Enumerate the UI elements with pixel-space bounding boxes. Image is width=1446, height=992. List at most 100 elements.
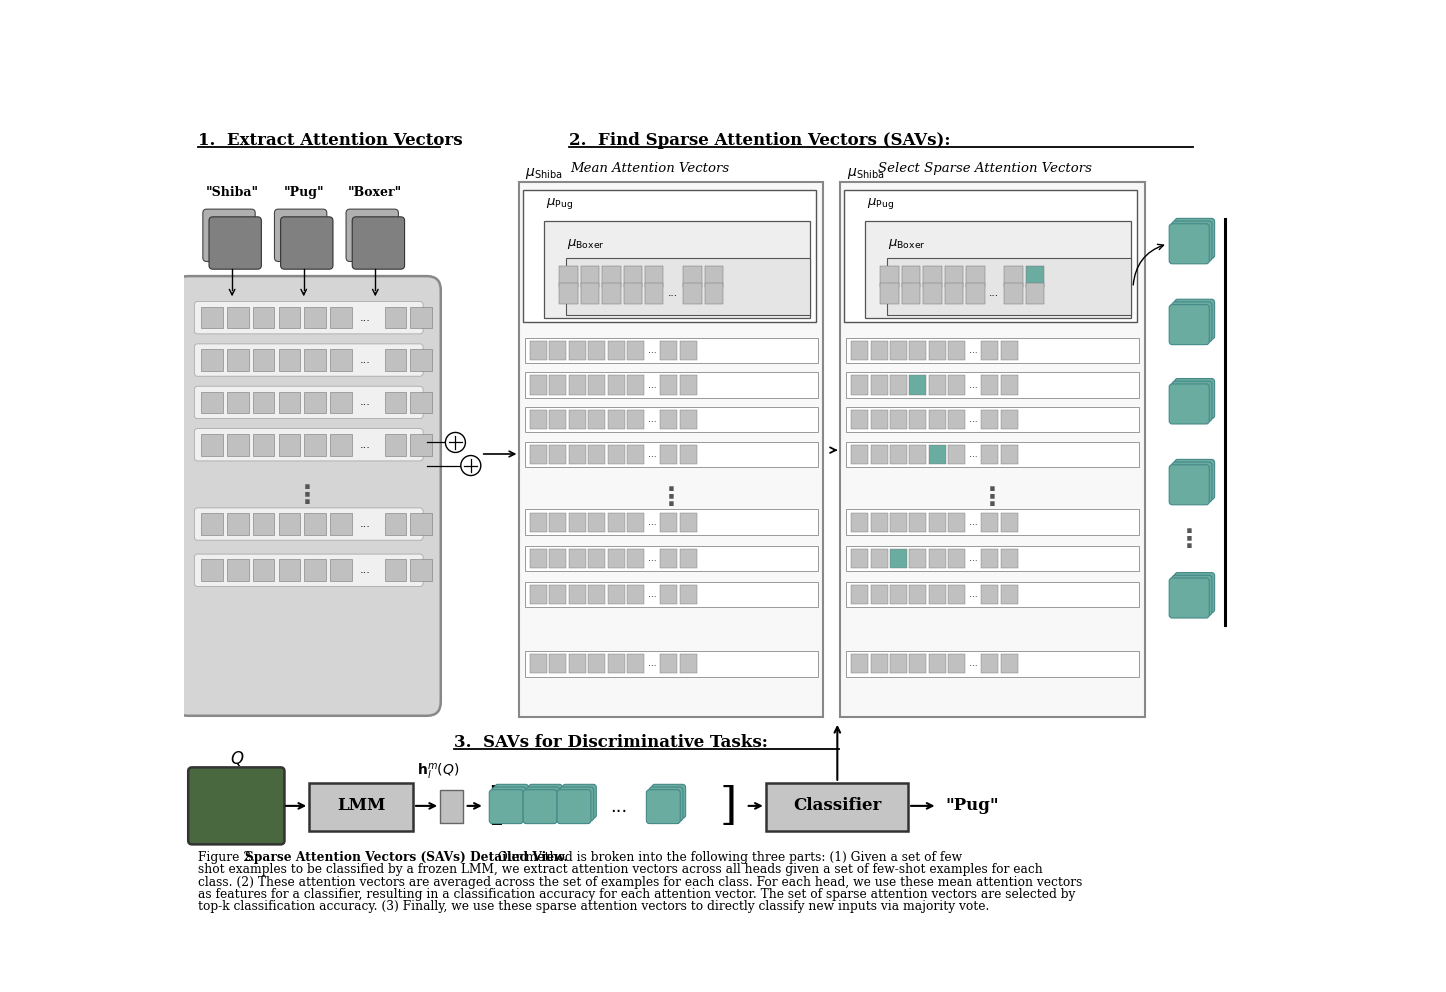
Bar	[589, 410, 606, 430]
Bar	[305, 513, 325, 535]
Text: [: [	[487, 785, 505, 828]
FancyBboxPatch shape	[1170, 384, 1209, 424]
Bar	[852, 410, 868, 430]
Bar	[253, 434, 275, 455]
Bar	[846, 441, 1139, 467]
Bar	[928, 375, 946, 395]
Bar	[565, 258, 810, 314]
Bar	[661, 585, 677, 604]
Bar	[870, 654, 888, 674]
Bar	[982, 341, 998, 360]
Bar	[568, 585, 586, 604]
FancyBboxPatch shape	[346, 209, 399, 262]
Bar	[1001, 549, 1018, 568]
Text: ...: ...	[360, 355, 370, 365]
Text: Mean Attention Vectors: Mean Attention Vectors	[571, 162, 730, 175]
Bar	[385, 559, 406, 581]
Bar	[568, 375, 586, 395]
Bar	[560, 283, 578, 304]
Text: ...: ...	[668, 289, 678, 299]
Bar	[982, 444, 998, 464]
Bar	[544, 221, 810, 317]
Text: ...: ...	[648, 416, 656, 425]
FancyBboxPatch shape	[562, 785, 596, 818]
Text: Select Sparse Attention Vectors: Select Sparse Attention Vectors	[878, 162, 1092, 175]
Bar	[201, 349, 223, 371]
Bar	[525, 372, 818, 398]
Text: $\mu_{\rm Pug}$: $\mu_{\rm Pug}$	[547, 196, 573, 211]
Bar	[531, 375, 547, 395]
Bar	[607, 513, 625, 532]
Bar	[870, 375, 888, 395]
Bar	[902, 283, 920, 304]
Bar	[531, 549, 547, 568]
Bar	[889, 513, 907, 532]
Text: ...: ...	[360, 565, 370, 575]
Text: $\mu_{\rm Shiba}$: $\mu_{\rm Shiba}$	[525, 166, 562, 181]
FancyBboxPatch shape	[1171, 302, 1212, 342]
Bar	[525, 651, 818, 677]
Bar	[928, 585, 946, 604]
Bar	[982, 410, 998, 430]
Bar	[966, 283, 985, 304]
Bar	[549, 375, 567, 395]
Text: ...: ...	[648, 590, 656, 599]
Bar	[227, 434, 249, 455]
FancyBboxPatch shape	[194, 429, 424, 461]
Bar	[623, 266, 642, 287]
Bar	[1001, 513, 1018, 532]
Bar	[680, 549, 697, 568]
Bar	[385, 392, 406, 414]
Bar	[525, 582, 818, 607]
FancyBboxPatch shape	[175, 276, 441, 716]
Bar	[661, 375, 677, 395]
Bar	[949, 410, 964, 430]
FancyBboxPatch shape	[188, 768, 285, 844]
Bar	[889, 341, 907, 360]
Bar	[549, 341, 567, 360]
Text: $\mu_{\rm Shiba}$: $\mu_{\rm Shiba}$	[846, 166, 884, 181]
Text: ⋮: ⋮	[980, 486, 1005, 510]
Bar	[568, 549, 586, 568]
Bar	[568, 410, 586, 430]
Bar	[1025, 266, 1044, 287]
Bar	[889, 410, 907, 430]
Bar	[881, 283, 899, 304]
FancyBboxPatch shape	[529, 785, 562, 818]
Bar	[661, 341, 677, 360]
Bar	[581, 266, 599, 287]
Bar	[870, 585, 888, 604]
Bar	[870, 341, 888, 360]
Bar	[568, 341, 586, 360]
Bar	[910, 410, 927, 430]
Text: Sparse Attention Vectors (SAVs) Detailed View.: Sparse Attention Vectors (SAVs) Detailed…	[246, 851, 568, 864]
Bar	[680, 444, 697, 464]
Bar	[519, 183, 823, 717]
Bar	[607, 654, 625, 674]
Bar	[852, 549, 868, 568]
Bar	[844, 189, 1137, 322]
FancyBboxPatch shape	[526, 787, 560, 821]
Text: ...: ...	[969, 590, 977, 599]
Bar	[852, 513, 868, 532]
Bar	[525, 510, 818, 535]
FancyBboxPatch shape	[194, 302, 424, 334]
Bar	[680, 654, 697, 674]
Text: 1.  Extract Attention Vectors: 1. Extract Attention Vectors	[198, 132, 463, 149]
FancyBboxPatch shape	[495, 785, 529, 818]
Bar	[385, 434, 406, 455]
Bar	[607, 549, 625, 568]
Bar	[253, 349, 275, 371]
Bar	[227, 349, 249, 371]
FancyBboxPatch shape	[1171, 381, 1212, 422]
Bar	[928, 654, 946, 674]
Bar	[279, 434, 301, 455]
Bar	[330, 307, 351, 328]
Bar	[870, 410, 888, 430]
Bar	[846, 546, 1139, 571]
FancyBboxPatch shape	[557, 790, 591, 823]
Bar	[910, 341, 927, 360]
Bar	[531, 410, 547, 430]
Bar	[680, 341, 697, 360]
Text: LMM: LMM	[337, 798, 386, 814]
